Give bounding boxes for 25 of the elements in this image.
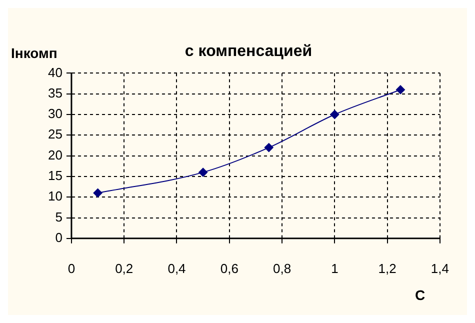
x-tick-label: 1,2 <box>378 260 396 276</box>
chart-title: с компенсацией <box>184 43 312 60</box>
point <box>198 168 208 177</box>
y-tick-label: 40 <box>48 64 62 80</box>
y-tick-label: 25 <box>48 126 62 142</box>
x-tick-label: 0,8 <box>272 260 292 276</box>
y-tick-label: 35 <box>48 85 62 100</box>
x-tick-label: 1,4 <box>430 260 450 276</box>
y-tick-label: 30 <box>48 106 62 122</box>
x-axis-title: С <box>414 286 426 303</box>
y-tick-label: 20 <box>48 147 62 162</box>
point <box>396 85 405 94</box>
y-tick-label: 10 <box>48 188 62 204</box>
point <box>93 188 102 198</box>
point <box>264 143 274 152</box>
point <box>330 110 340 119</box>
x-tick-label: 0,6 <box>220 260 238 276</box>
y-tick-label: 15 <box>48 168 62 184</box>
x-tick-label: 1 <box>331 260 338 276</box>
x-tick-label: 0 <box>68 260 76 276</box>
x-tick-label: 0,4 <box>168 260 186 276</box>
y-axis-title: Iнкомп <box>11 44 58 61</box>
y-tick-label: 5 <box>55 209 62 224</box>
x-tick-label: 0,2 <box>115 260 134 276</box>
y-tick-label: 0 <box>55 230 62 245</box>
